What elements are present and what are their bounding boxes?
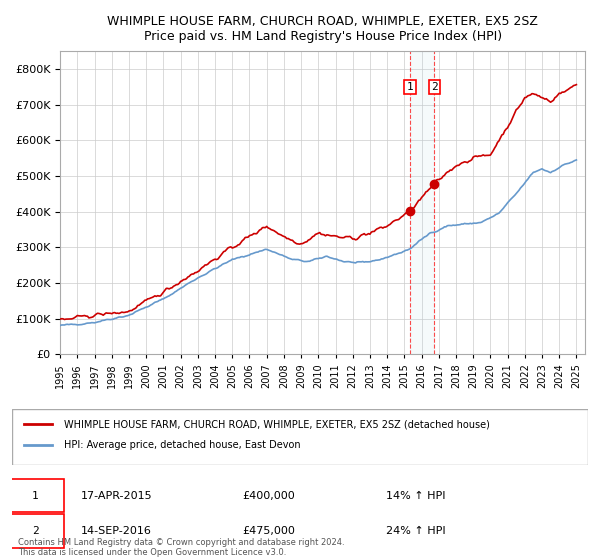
Text: 1: 1 [32, 491, 38, 501]
Text: 1: 1 [407, 82, 413, 92]
Text: 24% ↑ HPI: 24% ↑ HPI [386, 526, 446, 536]
Text: 14-SEP-2016: 14-SEP-2016 [81, 526, 152, 536]
Title: WHIMPLE HOUSE FARM, CHURCH ROAD, WHIMPLE, EXETER, EX5 2SZ
Price paid vs. HM Land: WHIMPLE HOUSE FARM, CHURCH ROAD, WHIMPLE… [107, 15, 538, 43]
Text: HPI: Average price, detached house, East Devon: HPI: Average price, detached house, East… [64, 440, 301, 450]
Text: £475,000: £475,000 [242, 526, 295, 536]
FancyBboxPatch shape [12, 409, 588, 465]
Text: 2: 2 [431, 82, 438, 92]
Text: WHIMPLE HOUSE FARM, CHURCH ROAD, WHIMPLE, EXETER, EX5 2SZ (detached house): WHIMPLE HOUSE FARM, CHURCH ROAD, WHIMPLE… [64, 419, 490, 430]
Bar [410, 51, 434, 354]
Text: 17-APR-2015: 17-APR-2015 [81, 491, 153, 501]
Text: £400,000: £400,000 [242, 491, 295, 501]
FancyBboxPatch shape [6, 514, 64, 548]
FancyBboxPatch shape [6, 479, 64, 512]
Text: Contains HM Land Registry data © Crown copyright and database right 2024.
This d: Contains HM Land Registry data © Crown c… [18, 538, 344, 557]
Text: 2: 2 [32, 526, 38, 536]
Text: 14% ↑ HPI: 14% ↑ HPI [386, 491, 446, 501]
